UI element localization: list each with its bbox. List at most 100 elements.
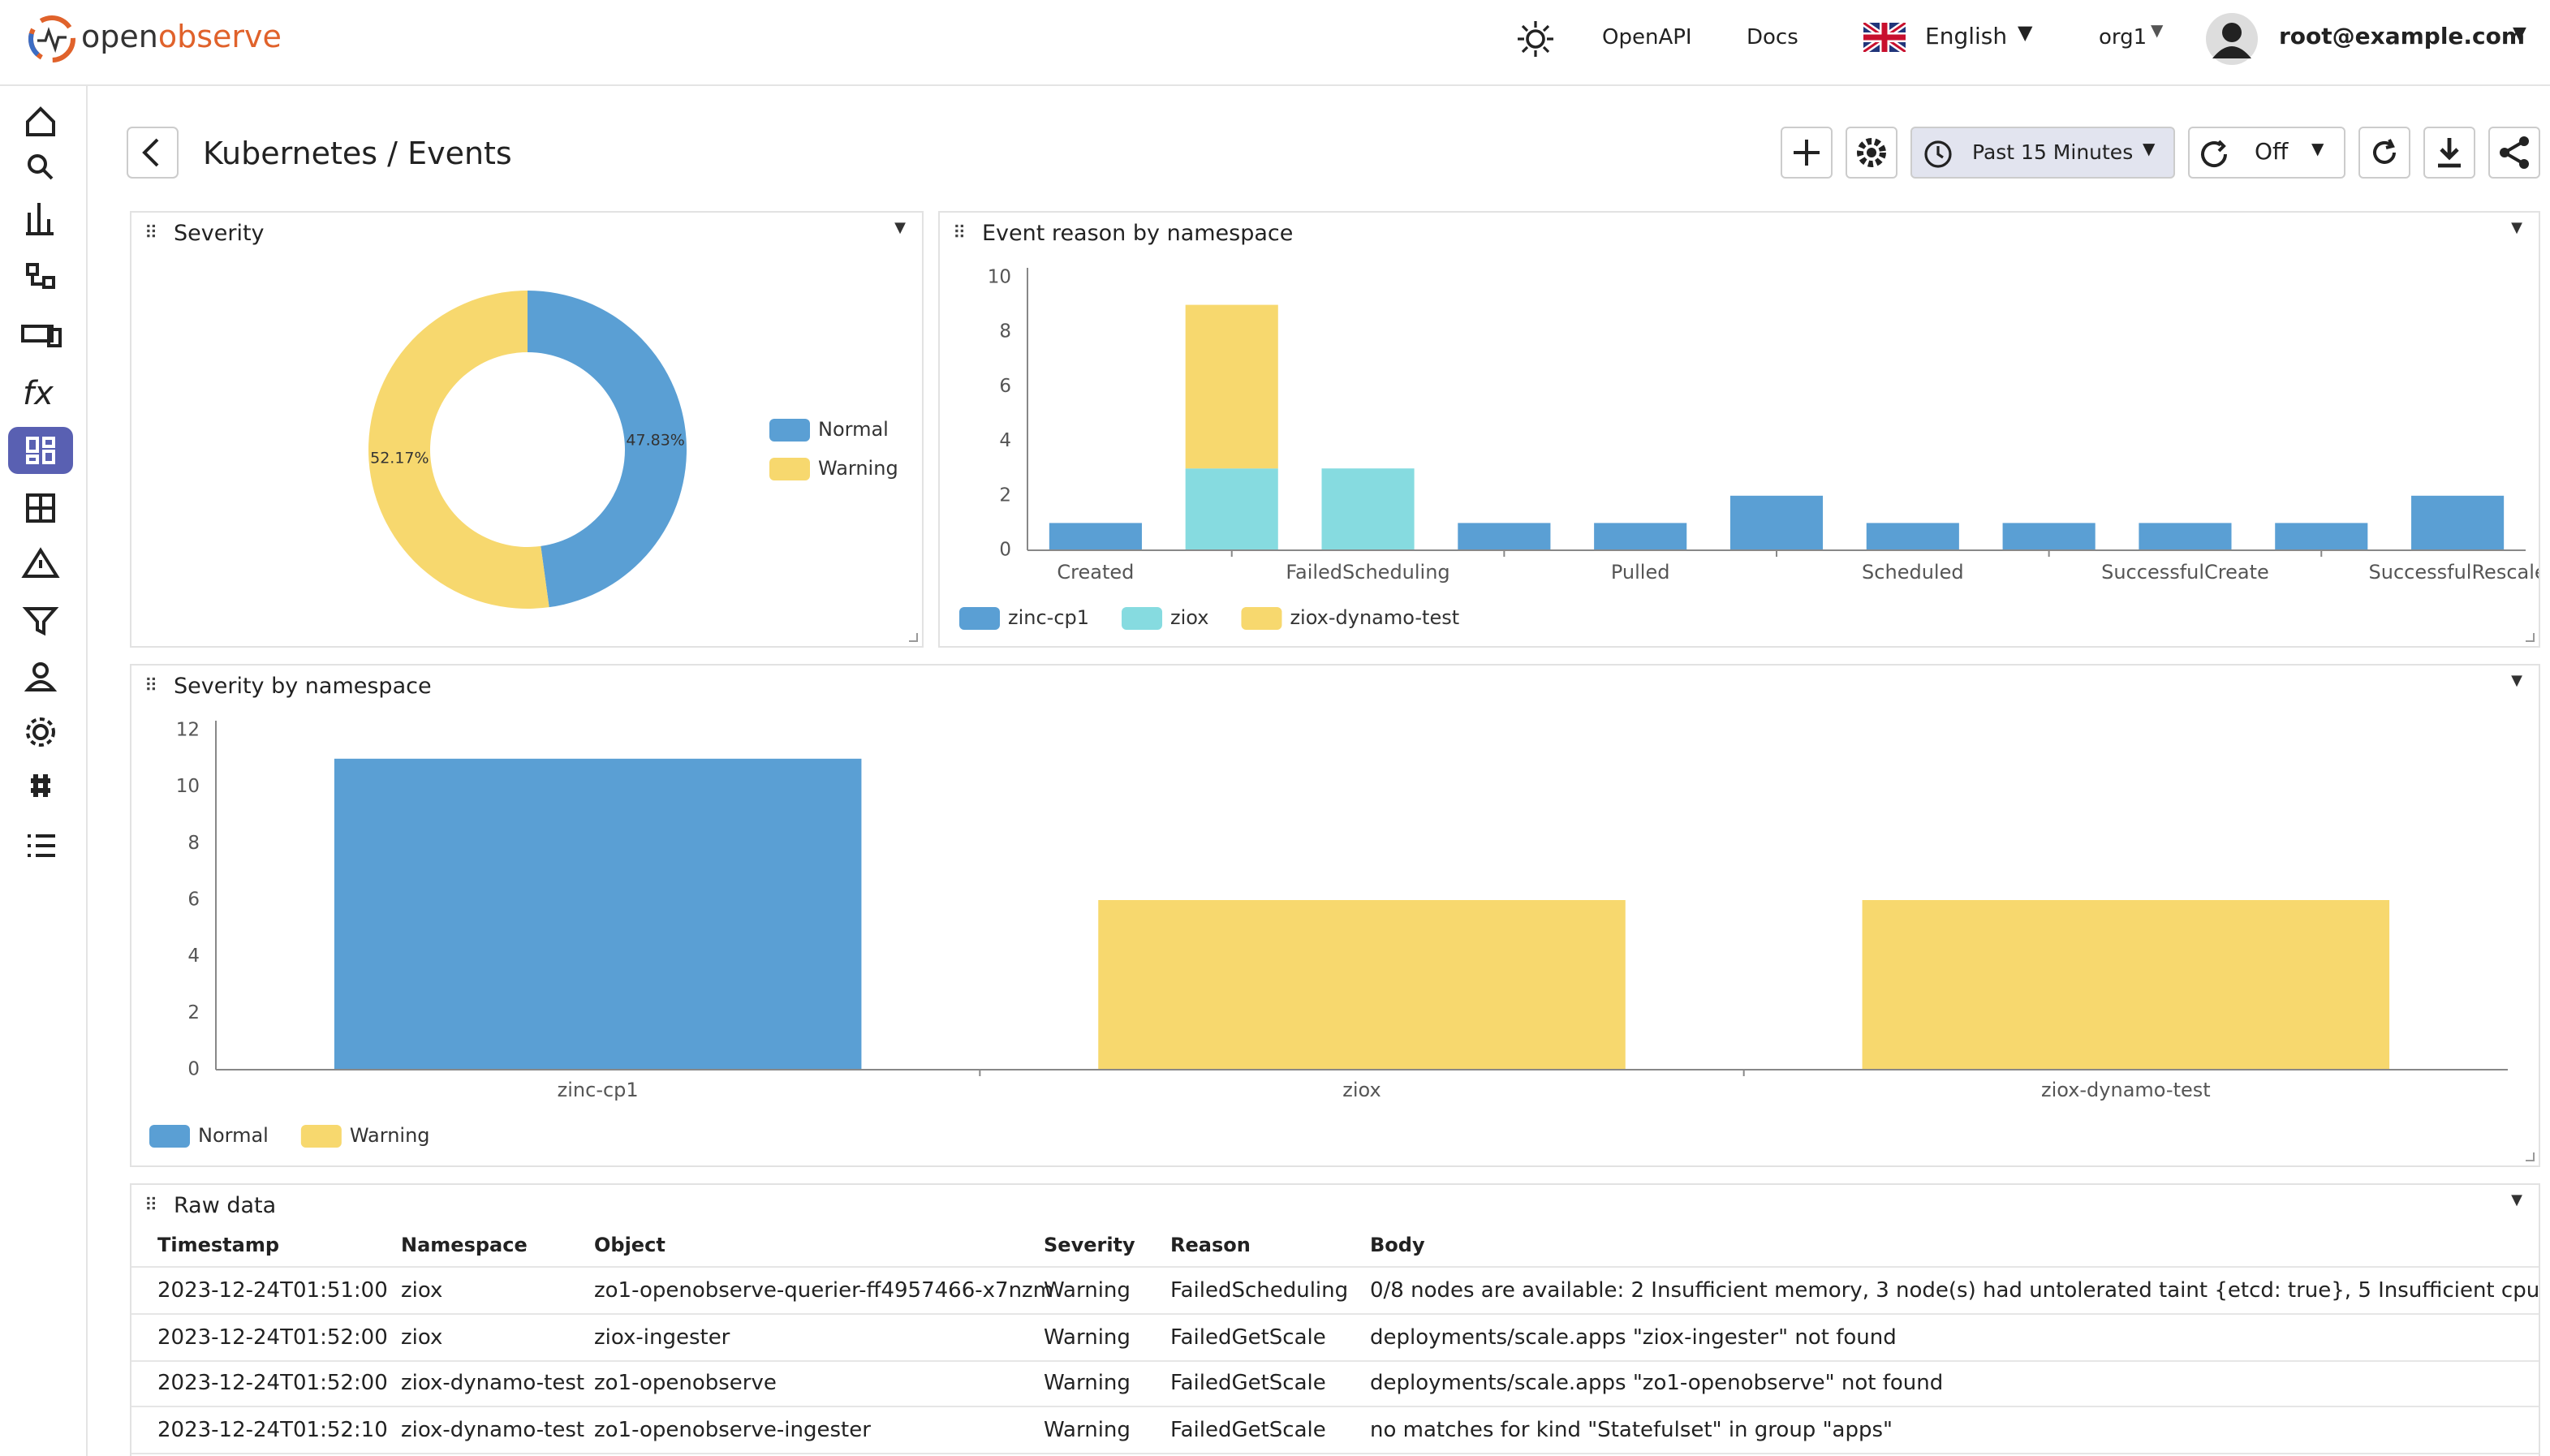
panel-menu[interactable]: ▼: [2511, 674, 2522, 690]
panel-title: Event reason by namespace: [982, 221, 1294, 247]
bar: [334, 758, 862, 1070]
language-select[interactable]: English: [1925, 24, 2008, 50]
bar: [1185, 468, 1278, 550]
table-cell: 2023-12-24T01:52:00: [157, 1372, 388, 1396]
metrics-icon[interactable]: [26, 203, 54, 235]
drag-handle[interactable]: ⠿: [144, 222, 157, 243]
resize-handle: [2526, 633, 2535, 642]
bar: [1458, 523, 1551, 550]
column-header: Reason: [1170, 1234, 1251, 1256]
traces-icon[interactable]: [26, 263, 55, 289]
column-header: Severity: [1044, 1234, 1135, 1256]
panel-title: Severity: [174, 221, 265, 247]
table-cell: FailedGetScale: [1170, 1372, 1326, 1396]
y-tick-label: 12: [176, 720, 200, 741]
refresh-interval-label: Off: [2255, 140, 2289, 166]
dashboard-title: Kubernetes / Events: [203, 136, 512, 172]
panel: 0 2 4 6 8 10 Created FailedScheduling Pulled Sche…: [938, 211, 2540, 648]
active-item[interactable]: [8, 427, 73, 474]
y-tick-label: 0: [187, 1059, 200, 1080]
table-cell: FailedScheduling: [1170, 1279, 1349, 1303]
rum-icon[interactable]: [21, 325, 62, 347]
legend-label: Normal: [198, 1124, 269, 1147]
settings-icon[interactable]: [26, 717, 55, 747]
panel-menu[interactable]: ▼: [894, 221, 906, 237]
drag-handle[interactable]: ⠿: [144, 675, 157, 696]
functions-icon[interactable]: fx: [23, 375, 54, 412]
flag: [1863, 23, 1906, 52]
top-bar: openobserve OpenAPI Docs English ▼ org1 …: [0, 0, 2550, 86]
x-tick-label: Created: [1057, 561, 1134, 584]
back-button[interactable]: [127, 127, 179, 179]
legend-label: ziox-dynamo-test: [1290, 606, 1459, 629]
table-cell: FailedGetScale: [1170, 1325, 1326, 1350]
openapi-link[interactable]: OpenAPI: [1602, 26, 1692, 50]
y-tick-label: 4: [999, 430, 1011, 451]
legend-swatch: [1122, 607, 1163, 630]
pipeline-icon[interactable]: [22, 607, 59, 636]
table-cell: ziox: [401, 1279, 443, 1303]
org-select[interactable]: org1: [2099, 26, 2147, 50]
add-panel-button[interactable]: [1781, 127, 1833, 179]
time-range-picker[interactable]: Past 15 Minutes ▼: [1910, 127, 2175, 179]
y-tick-label: 6: [187, 890, 200, 911]
pie-slice: [368, 291, 549, 609]
sidebar-icons: fx: [8, 106, 73, 857]
users-icon[interactable]: [24, 662, 58, 691]
search-icon[interactable]: [28, 154, 54, 180]
legend-swatch: [149, 1125, 190, 1148]
column-header: Body: [1370, 1234, 1425, 1256]
logo-text: openobserve: [81, 19, 282, 55]
panel-menu[interactable]: ▼: [2511, 1193, 2522, 1209]
time-range-label: Past 15 Minutes: [1972, 140, 2134, 164]
about-icon[interactable]: [28, 834, 55, 857]
share-button[interactable]: [2488, 127, 2540, 179]
column-header: Object: [594, 1234, 665, 1256]
legend-swatch: [1241, 607, 1282, 630]
bar: [1185, 304, 1278, 469]
user-caret: ▼: [2513, 23, 2526, 44]
panel-menu[interactable]: ▼: [2511, 221, 2522, 237]
refresh-caret: ▼: [2311, 141, 2324, 159]
data-label: 47.83%: [626, 432, 684, 450]
refresh-button[interactable]: [2358, 127, 2410, 179]
streams-icon[interactable]: [26, 493, 55, 523]
y-tick-label: 8: [999, 321, 1011, 342]
x-tick-label: SuccessfulCreate: [2101, 561, 2269, 584]
settings-button[interactable]: [1846, 127, 1897, 179]
table-cell: Warning: [1044, 1372, 1131, 1396]
alerts-icon[interactable]: [21, 547, 60, 578]
table-cell: Warning: [1044, 1325, 1131, 1350]
x-tick-label: FailedScheduling: [1286, 561, 1449, 584]
home-icon[interactable]: [26, 106, 55, 136]
column-header: Timestamp: [157, 1234, 280, 1256]
table-cell: zo1-openobserve-ingester: [594, 1418, 871, 1442]
panel: 0 2 4 6 8 10 12 zinc-cp1 ziox ziox-dynamo-test Nor…: [130, 664, 2540, 1167]
y-tick-label: 2: [187, 1002, 200, 1023]
user-menu[interactable]: root@example.com: [2279, 24, 2526, 50]
resize-handle: [909, 633, 918, 642]
bar: [2411, 495, 2505, 550]
time-range-caret: ▼: [2143, 141, 2156, 159]
table-row: 2023-12-24T01:52:10 ziox-dynamo-test zo1-o…: [131, 1406, 2539, 1454]
table-cell: 2023-12-24T01:52:00: [157, 1325, 388, 1350]
refresh-interval[interactable]: Off ▼: [2188, 127, 2345, 179]
y-tick-label: 2: [999, 485, 1011, 506]
legend-label: ziox: [1170, 606, 1208, 629]
slack-icon[interactable]: [31, 774, 50, 797]
theme-toggle[interactable]: [1516, 19, 1555, 58]
language-caret: ▼: [2018, 21, 2033, 44]
column-header: Namespace: [401, 1234, 528, 1256]
drag-handle[interactable]: ⠿: [144, 1195, 157, 1216]
x-tick-label: SuccessfulRescale: [2369, 561, 2539, 584]
legend-swatch: [769, 419, 810, 442]
table-header: Timestamp Namespace Object Severity Reason Bo…: [131, 1224, 2539, 1268]
drag-handle[interactable]: ⠿: [953, 222, 966, 243]
org-caret: ▼: [2151, 23, 2164, 41]
avatar[interactable]: [2204, 11, 2259, 67]
table-cell: no matches for kind "Statefulset" in gro…: [1370, 1418, 1893, 1442]
download-button[interactable]: [2423, 127, 2475, 179]
panel-title: Raw data: [174, 1193, 277, 1219]
docs-link[interactable]: Docs: [1747, 26, 1798, 50]
legend-swatch: [769, 458, 810, 480]
